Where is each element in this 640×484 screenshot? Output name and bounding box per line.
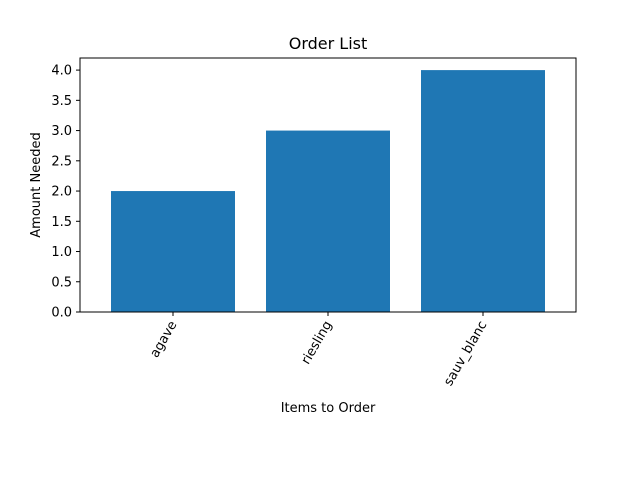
chart-title: Order List [289, 34, 368, 53]
plot-area-frame [79, 57, 577, 313]
bar-sauv_blanc [421, 70, 545, 312]
y-axis-ticks: 0.0 0.5 1.0 1.5 2.0 2.5 3.0 3.5 4.0 [51, 64, 80, 321]
y-tick-label: 3.5 [51, 94, 72, 109]
y-tick-label: 3.0 [51, 124, 72, 139]
bar-agave [111, 191, 235, 312]
y-tick-label: 0.5 [51, 275, 72, 290]
y-tick-label: 2.0 [51, 185, 72, 200]
y-tick-label: 4.0 [51, 64, 72, 79]
y-tick-label: 1.5 [51, 215, 72, 230]
y-tick-label: 1.0 [51, 245, 72, 260]
bar-riesling [266, 130, 390, 312]
bars-group [111, 70, 545, 312]
y-tick-label: 0.0 [51, 306, 72, 321]
x-axis-label: Items to Order [281, 401, 376, 416]
y-axis-label: Amount Needed [29, 132, 44, 237]
y-tick-label: 2.5 [51, 154, 72, 169]
